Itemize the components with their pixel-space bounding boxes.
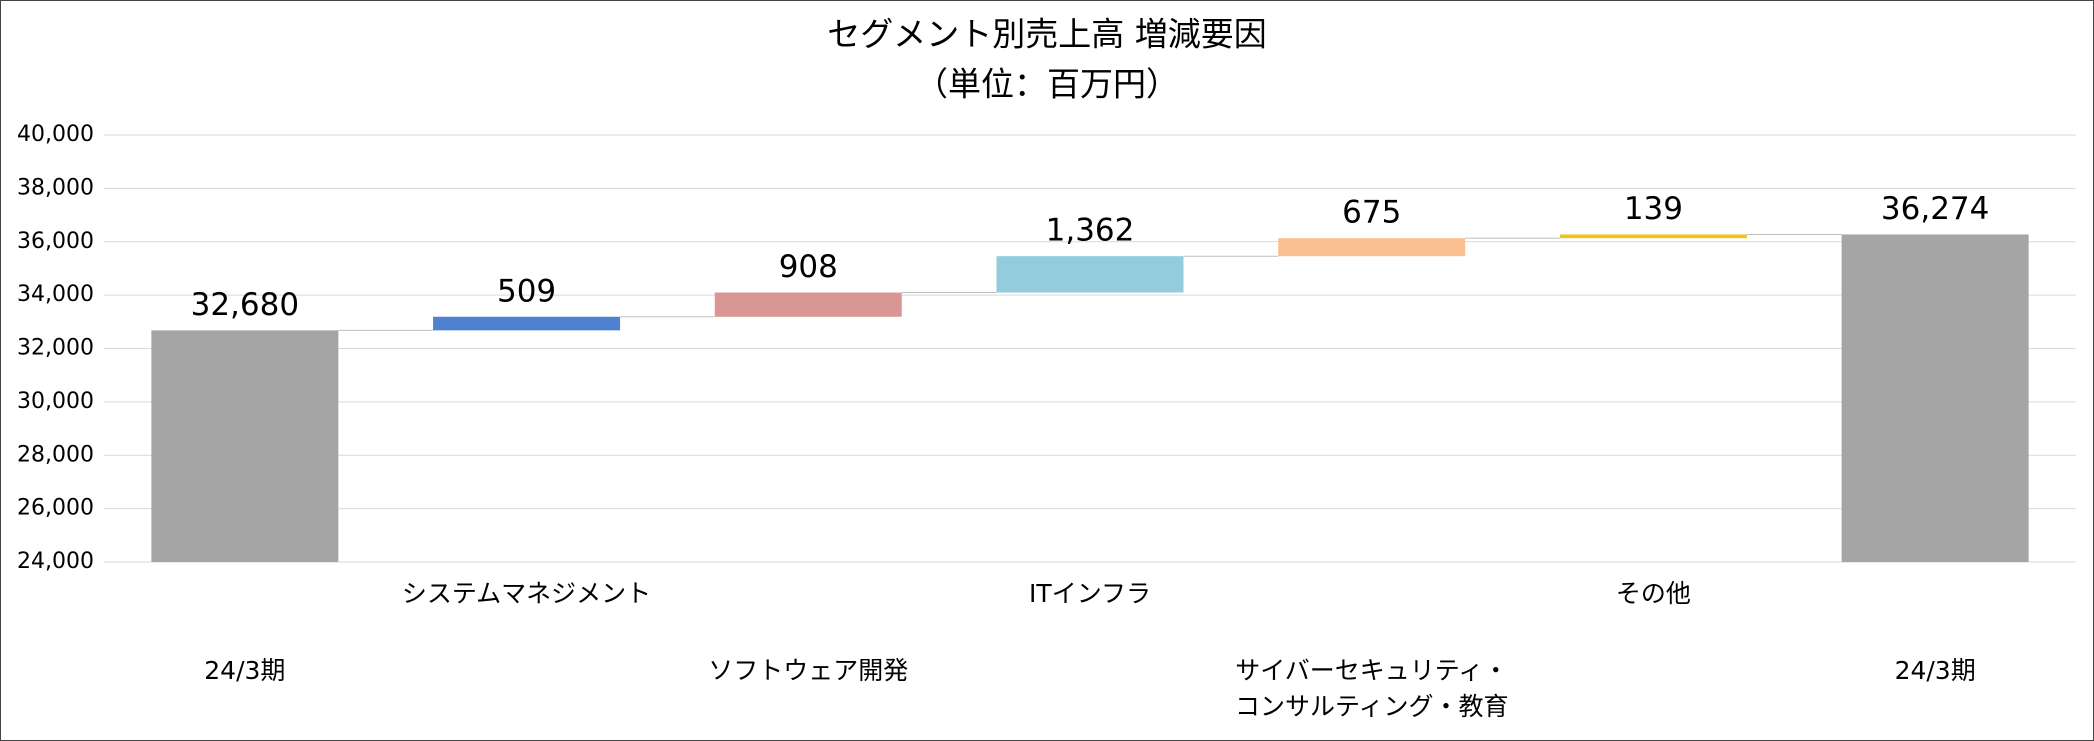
bar bbox=[151, 330, 339, 562]
x-tick-label: ITインフラ bbox=[1029, 579, 1151, 608]
x-tick-label: その他 bbox=[1615, 579, 1691, 608]
value-label: 675 bbox=[1342, 195, 1401, 231]
y-tick-label: 40,000 bbox=[17, 122, 94, 147]
y-tick-label: 36,000 bbox=[17, 229, 94, 254]
y-tick-label: 32,000 bbox=[17, 336, 94, 361]
bar bbox=[1841, 234, 2029, 562]
bar bbox=[996, 256, 1184, 293]
y-tick-label: 38,000 bbox=[17, 175, 94, 200]
value-label: 32,680 bbox=[191, 287, 299, 323]
value-label: 139 bbox=[1624, 191, 1683, 227]
x-tick-label: 24/3期 bbox=[1894, 656, 1976, 685]
value-label: 908 bbox=[779, 249, 838, 285]
value-label: 1,362 bbox=[1046, 213, 1135, 249]
bar bbox=[1278, 238, 1466, 257]
chart-title: セグメント別売上高 増減要因 bbox=[827, 15, 1267, 54]
bar bbox=[433, 316, 621, 331]
bar bbox=[1559, 234, 1747, 239]
x-tick-label: 24/3期 bbox=[204, 656, 286, 685]
x-tick-label: システムマネジメント bbox=[401, 579, 652, 608]
y-tick-label: 30,000 bbox=[17, 389, 94, 414]
bar bbox=[714, 292, 902, 317]
x-tick-label: ソフトウェア開発 bbox=[708, 656, 909, 685]
y-tick-label: 24,000 bbox=[17, 549, 94, 574]
y-tick-label: 28,000 bbox=[17, 442, 94, 467]
y-tick-label: 34,000 bbox=[17, 282, 94, 307]
value-label: 36,274 bbox=[1881, 191, 1989, 227]
value-label: 509 bbox=[497, 273, 556, 309]
y-tick-label: 26,000 bbox=[17, 496, 94, 521]
x-tick-label: サイバーセキュリティ・コンサルティング・教育 bbox=[1234, 656, 1509, 721]
chart-subtitle: （単位：百万円） bbox=[915, 65, 1179, 104]
